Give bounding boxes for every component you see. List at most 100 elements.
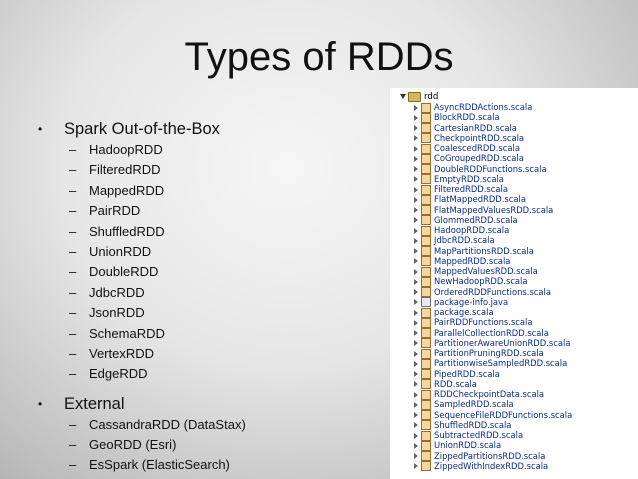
tree-file-item[interactable]: package.scala bbox=[414, 307, 494, 318]
collapsed-arrow-icon[interactable] bbox=[414, 135, 418, 142]
tree-file-item[interactable]: MappedValuesRDD.scala bbox=[414, 266, 538, 277]
collapsed-arrow-icon[interactable] bbox=[414, 125, 418, 131]
collapsed-arrow-icon[interactable] bbox=[414, 237, 418, 244]
tree-file-item[interactable]: DoubleRDDFunctions.scala bbox=[414, 164, 547, 174]
collapsed-arrow-icon[interactable] bbox=[414, 401, 418, 408]
tree-file-item[interactable]: PartitionwiseSampledRDD.scala bbox=[414, 358, 568, 369]
tree-file-item[interactable]: ShuffledRDD.scala bbox=[414, 420, 511, 431]
list-item-text: EsSpark (ElasticSearch) bbox=[89, 457, 230, 473]
collapsed-arrow-icon[interactable] bbox=[414, 196, 418, 203]
collapsed-arrow-icon[interactable] bbox=[414, 186, 418, 193]
tree-file-item[interactable]: package-info.java bbox=[414, 297, 508, 308]
tree-file-item[interactable]: FilteredRDD.scala bbox=[414, 184, 508, 195]
tree-file-item[interactable]: GlommedRDD.scala bbox=[414, 215, 518, 226]
collapsed-arrow-icon[interactable] bbox=[414, 381, 418, 388]
tree-file-item[interactable]: PairRDDFunctions.scala bbox=[414, 317, 533, 328]
tree-file-item[interactable]: SubtractedRDD.scala bbox=[414, 430, 523, 441]
list-item-text: JsonRDD bbox=[89, 305, 145, 321]
collapsed-arrow-icon[interactable] bbox=[414, 350, 418, 357]
scala-file-icon bbox=[421, 194, 431, 205]
collapsed-arrow-icon[interactable] bbox=[414, 289, 418, 295]
dash-marker: – bbox=[69, 243, 77, 259]
tree-file-item[interactable]: SampledRDD.scala bbox=[414, 399, 514, 410]
scala-file-icon bbox=[421, 235, 431, 246]
tree-file-label: package.scala bbox=[434, 307, 494, 317]
collapsed-arrow-icon[interactable] bbox=[414, 176, 418, 183]
tree-file-item[interactable]: PipedRDD.scala bbox=[414, 369, 500, 379]
tree-file-item[interactable]: RDDCheckpointData.scala bbox=[414, 389, 544, 400]
collapsed-arrow-icon[interactable] bbox=[414, 442, 418, 449]
collapsed-arrow-icon[interactable] bbox=[414, 248, 418, 254]
tree-file-item[interactable]: CoalescedRDD.scala bbox=[414, 143, 520, 154]
bullet-list: • Spark Out-of-the-Box – HadoopRDD – Filter… bbox=[38, 118, 378, 476]
tree-file-item[interactable]: ParallelCollectionRDD.scala bbox=[414, 328, 549, 338]
collapsed-arrow-icon[interactable] bbox=[414, 155, 418, 162]
collapsed-arrow-icon[interactable] bbox=[414, 412, 418, 418]
collapsed-arrow-icon[interactable] bbox=[414, 227, 418, 234]
dash-marker: – bbox=[69, 305, 77, 321]
dash-marker: – bbox=[69, 366, 77, 382]
collapsed-arrow-icon[interactable] bbox=[414, 258, 418, 265]
collapsed-arrow-icon[interactable] bbox=[414, 360, 418, 367]
tree-file-label: PipedRDD.scala bbox=[434, 368, 500, 379]
list-item-text: ShuffledRDD bbox=[89, 223, 165, 239]
collapsed-arrow-icon[interactable] bbox=[414, 278, 418, 285]
collapsed-arrow-icon[interactable] bbox=[414, 371, 418, 377]
scala-file-icon bbox=[421, 215, 431, 226]
tree-file-item[interactable]: BlockRDD.scala bbox=[414, 112, 500, 123]
scala-file-icon bbox=[421, 420, 431, 431]
tree-file-label: ZippedPartitionsRDD.scala bbox=[434, 450, 546, 461]
list-item: – FilteredRDD bbox=[38, 160, 378, 180]
collapsed-arrow-icon[interactable] bbox=[414, 463, 418, 470]
list-item: – CassandraRDD (DataStax) bbox=[38, 415, 378, 435]
collapsed-arrow-icon[interactable] bbox=[414, 166, 418, 172]
tree-file-item[interactable]: RDD.scala bbox=[414, 379, 477, 390]
tree-file-item[interactable]: ZippedWithIndexRDD.scala bbox=[414, 461, 548, 472]
tree-file-item[interactable]: CheckpointRDD.scala bbox=[414, 133, 524, 144]
tree-file-label: DoubleRDDFunctions.scala bbox=[434, 163, 547, 174]
tree-root-rdd[interactable]: rdd bbox=[400, 91, 438, 102]
tree-file-item[interactable]: MappedRDD.scala bbox=[414, 256, 510, 267]
expand-arrow-icon[interactable] bbox=[400, 94, 406, 99]
collapsed-arrow-icon[interactable] bbox=[414, 330, 418, 336]
tree-file-item[interactable]: SequenceFileRDDFunctions.scala bbox=[414, 410, 572, 420]
scala-file-icon bbox=[421, 123, 431, 133]
collapsed-arrow-icon[interactable] bbox=[414, 145, 418, 152]
scala-file-icon bbox=[421, 430, 431, 441]
collapsed-arrow-icon[interactable] bbox=[414, 207, 418, 213]
tree-file-label: CoGroupedRDD.scala bbox=[434, 153, 524, 164]
tree-file-item[interactable]: FlatMappedValuesRDD.scala bbox=[414, 205, 553, 215]
tree-file-item[interactable]: ZippedPartitionsRDD.scala bbox=[414, 451, 545, 461]
collapsed-arrow-icon[interactable] bbox=[414, 319, 418, 326]
tree-file-item[interactable]: PartitionerAwareUnionRDD.scala bbox=[414, 338, 570, 349]
tree-file-item[interactable]: PartitionPruningRDD.scala bbox=[414, 348, 544, 359]
dash-marker: – bbox=[69, 457, 77, 473]
tree-file-item[interactable]: OrderedRDDFunctions.scala bbox=[414, 287, 551, 297]
tree-file-item[interactable]: EmptyRDD.scala bbox=[414, 174, 504, 185]
tree-file-item[interactable]: UnionRDD.scala bbox=[414, 440, 501, 451]
collapsed-arrow-icon[interactable] bbox=[414, 268, 418, 275]
tree-file-item[interactable]: JdbcRDD.scala bbox=[414, 235, 495, 246]
tree-file-item[interactable]: HadoopRDD.scala bbox=[414, 225, 509, 236]
scala-file-icon bbox=[421, 369, 431, 379]
tree-file-label: PartitionwiseSampledRDD.scala bbox=[434, 358, 568, 369]
tree-file-item[interactable]: AsyncRDDActions.scala bbox=[414, 102, 532, 113]
tree-file-item[interactable]: CoGroupedRDD.scala bbox=[414, 153, 524, 164]
collapsed-arrow-icon[interactable] bbox=[414, 453, 418, 459]
collapsed-arrow-icon[interactable] bbox=[414, 422, 418, 429]
tree-file-item[interactable]: CartesianRDD.scala bbox=[414, 123, 517, 133]
list-item-text: GeoRDD (Esri) bbox=[89, 437, 177, 453]
collapsed-arrow-icon[interactable] bbox=[414, 340, 418, 347]
collapsed-arrow-icon[interactable] bbox=[414, 104, 418, 111]
collapsed-arrow-icon[interactable] bbox=[414, 309, 418, 316]
tree-file-item[interactable]: FlatMappedRDD.scala bbox=[414, 194, 526, 205]
collapsed-arrow-icon[interactable] bbox=[414, 299, 418, 306]
collapsed-arrow-icon[interactable] bbox=[414, 391, 418, 398]
dash-marker: – bbox=[69, 142, 77, 157]
list-item: – GeoRDD (Esri) bbox=[38, 435, 378, 455]
collapsed-arrow-icon[interactable] bbox=[414, 432, 418, 439]
tree-file-item[interactable]: MapPartitionsRDD.scala bbox=[414, 246, 534, 256]
collapsed-arrow-icon[interactable] bbox=[414, 217, 418, 224]
collapsed-arrow-icon[interactable] bbox=[414, 114, 418, 121]
tree-file-item[interactable]: NewHadoopRDD.scala bbox=[414, 276, 528, 287]
